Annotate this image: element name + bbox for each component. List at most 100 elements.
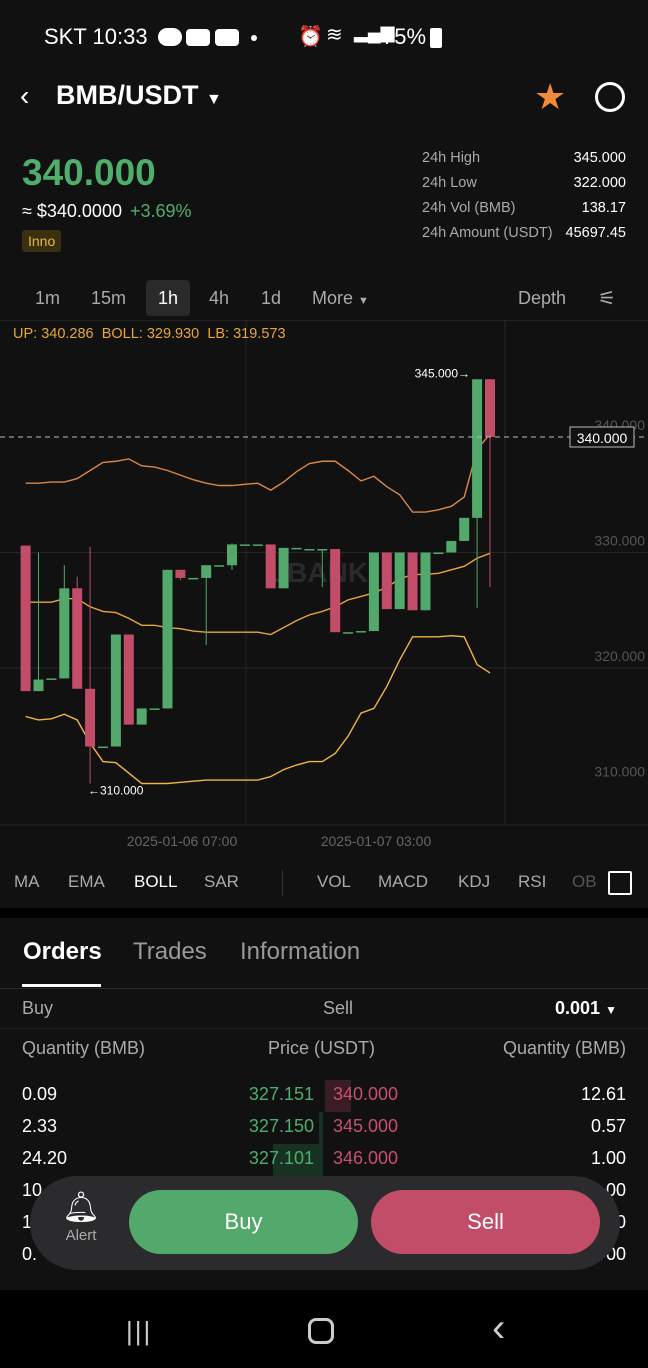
back-icon[interactable]: ‹ [492,1306,506,1350]
bell-plus-icon: 🔔︎ [61,1191,101,1224]
signal-icon: ▂▄▆ [354,22,395,42]
tab-trades[interactable]: Trades [133,938,207,965]
settings-sliders-icon[interactable]: ⚟ [598,288,616,310]
x-tick-label: 2025-01-07 03:00 [321,833,432,849]
order-row[interactable]: 24.20 327.101 346.000 1.00 [0,1144,648,1176]
candle-body [239,544,250,546]
candle-body [98,746,108,749]
order-row[interactable]: 1 0 [0,1208,648,1240]
chevron-left-icon[interactable]: ‹ [20,80,30,111]
bid-qty: 0.09 [22,1084,58,1104]
candle-body [407,552,418,611]
caret-down-icon: ▼ [358,295,369,307]
candlestick-chart[interactable]: LBANK340.000330.000320.000310.0002025-01… [0,320,648,866]
ask-price: 340.000 [333,1084,399,1104]
precision-select[interactable]: 0.001 ▼ [555,998,617,1019]
order-row[interactable]: 2.33 327.150 345.000 0.57 [0,1112,648,1144]
tab-orders[interactable]: Orders [23,938,102,965]
stat-label: 24h Vol (BMB) [422,200,516,216]
dot-icon [251,35,257,41]
bid-qty: 2.33 [22,1116,58,1136]
last-price: 340.000 [22,152,156,193]
pair-label: BMB/USDT [56,80,199,110]
sell-header: Sell [323,998,354,1018]
last-price-box [569,426,635,448]
tab-information[interactable]: Information [240,938,361,965]
stat-row: 24h High 345.000 [422,150,626,175]
candle-body [343,632,354,634]
candle-body [394,552,405,610]
candle-body [485,379,495,437]
candle-body [188,577,199,580]
indicator-kdj[interactable]: KDJ [458,872,491,891]
candle-body [278,547,289,589]
indicator-boll[interactable]: BOLL [134,872,178,891]
divider [282,870,283,896]
stat-value: 138.17 [581,200,626,216]
candle-body [85,688,96,747]
boll-upper-line [25,433,491,513]
star-icon[interactable]: ★ [534,76,567,117]
candle-body [123,634,134,725]
stat-value: 322.000 [573,175,626,191]
bid-qty: 0. [22,1244,38,1264]
ask-qty: 12.61 [580,1084,626,1104]
boll-value: BOLL: 329.930 [101,326,200,342]
indicator-vol[interactable]: VOL [317,872,352,891]
fullscreen-icon[interactable] [608,871,632,895]
boll-values: UP: 340.286 BOLL: 329.930 LB: 319.573 [13,326,286,342]
approx-usd: ≈ $340.0000 [22,201,122,221]
ask-qty: 1.00 [590,1148,626,1168]
price-approx: ≈ $340.0000 +3.69% [22,201,192,222]
buy-button[interactable]: Buy [129,1190,358,1254]
indicator-sar[interactable]: SAR [204,872,239,891]
order-row[interactable]: 0.09 327.151 340.000 12.61 [0,1080,648,1112]
share-icon[interactable] [595,82,625,112]
home-icon[interactable] [308,1318,334,1344]
candle-body [420,552,431,611]
indicator-macd[interactable]: MACD [378,872,429,891]
tab-1d[interactable]: 1d [261,288,282,308]
carrier-time: SKT 10:33 [44,24,148,49]
candle-body [162,569,173,709]
low-label: ←310.000 [88,784,144,798]
caret-down-icon: ▼ [605,1003,617,1017]
col-sell-qty: Quantity (BMB) [502,1038,626,1058]
ask-qty: 0.57 [590,1116,626,1136]
stat-label: 24h Low [422,175,477,191]
sell-button[interactable]: Sell [371,1190,600,1254]
tab-15m[interactable]: 15m [91,288,127,308]
alert-button[interactable]: 🔔︎ Alert [56,1190,106,1244]
tab-1m[interactable]: 1m [35,288,61,308]
indicator-ob[interactable]: OB [572,872,597,891]
youtube-icon [186,29,210,46]
indicator-ma[interactable]: MA [14,872,40,891]
lb-value: LB: 319.573 [207,326,286,342]
talk-icon [158,28,182,46]
stats-panel: 24h High 345.000 24h Low 322.000 24h Vol (BM… [422,150,626,250]
buy-header: Buy [22,998,54,1018]
stat-label: 24h Amount (USDT) [422,225,553,241]
pair-selector[interactable]: BMB/USDT ▼ [56,80,222,111]
caret-down-icon: ▼ [206,91,222,108]
candle-body [265,544,276,589]
tab-4h[interactable]: 4h [209,288,230,308]
candle-body [472,379,483,518]
battery-text: 75% [382,24,427,49]
candle-body [110,634,121,747]
divider [0,1028,648,1029]
candle-body [201,565,212,578]
tab-1h[interactable]: 1h [146,280,191,316]
y-tick-label: 330.000 [594,533,645,549]
candle-body [136,708,147,725]
candle-body [214,565,225,567]
candle-body [317,549,328,551]
recent-apps-icon[interactable]: ||| [126,1316,153,1346]
indicator-rsi[interactable]: RSI [518,872,547,891]
tab-depth[interactable]: Depth [518,288,567,308]
inno-badge: Inno [22,230,62,252]
more-label: More [312,288,354,308]
indicator-ema[interactable]: EMA [68,872,105,891]
tab-more[interactable]: More ▼ [300,280,381,316]
change-percent: +3.69% [129,201,192,221]
